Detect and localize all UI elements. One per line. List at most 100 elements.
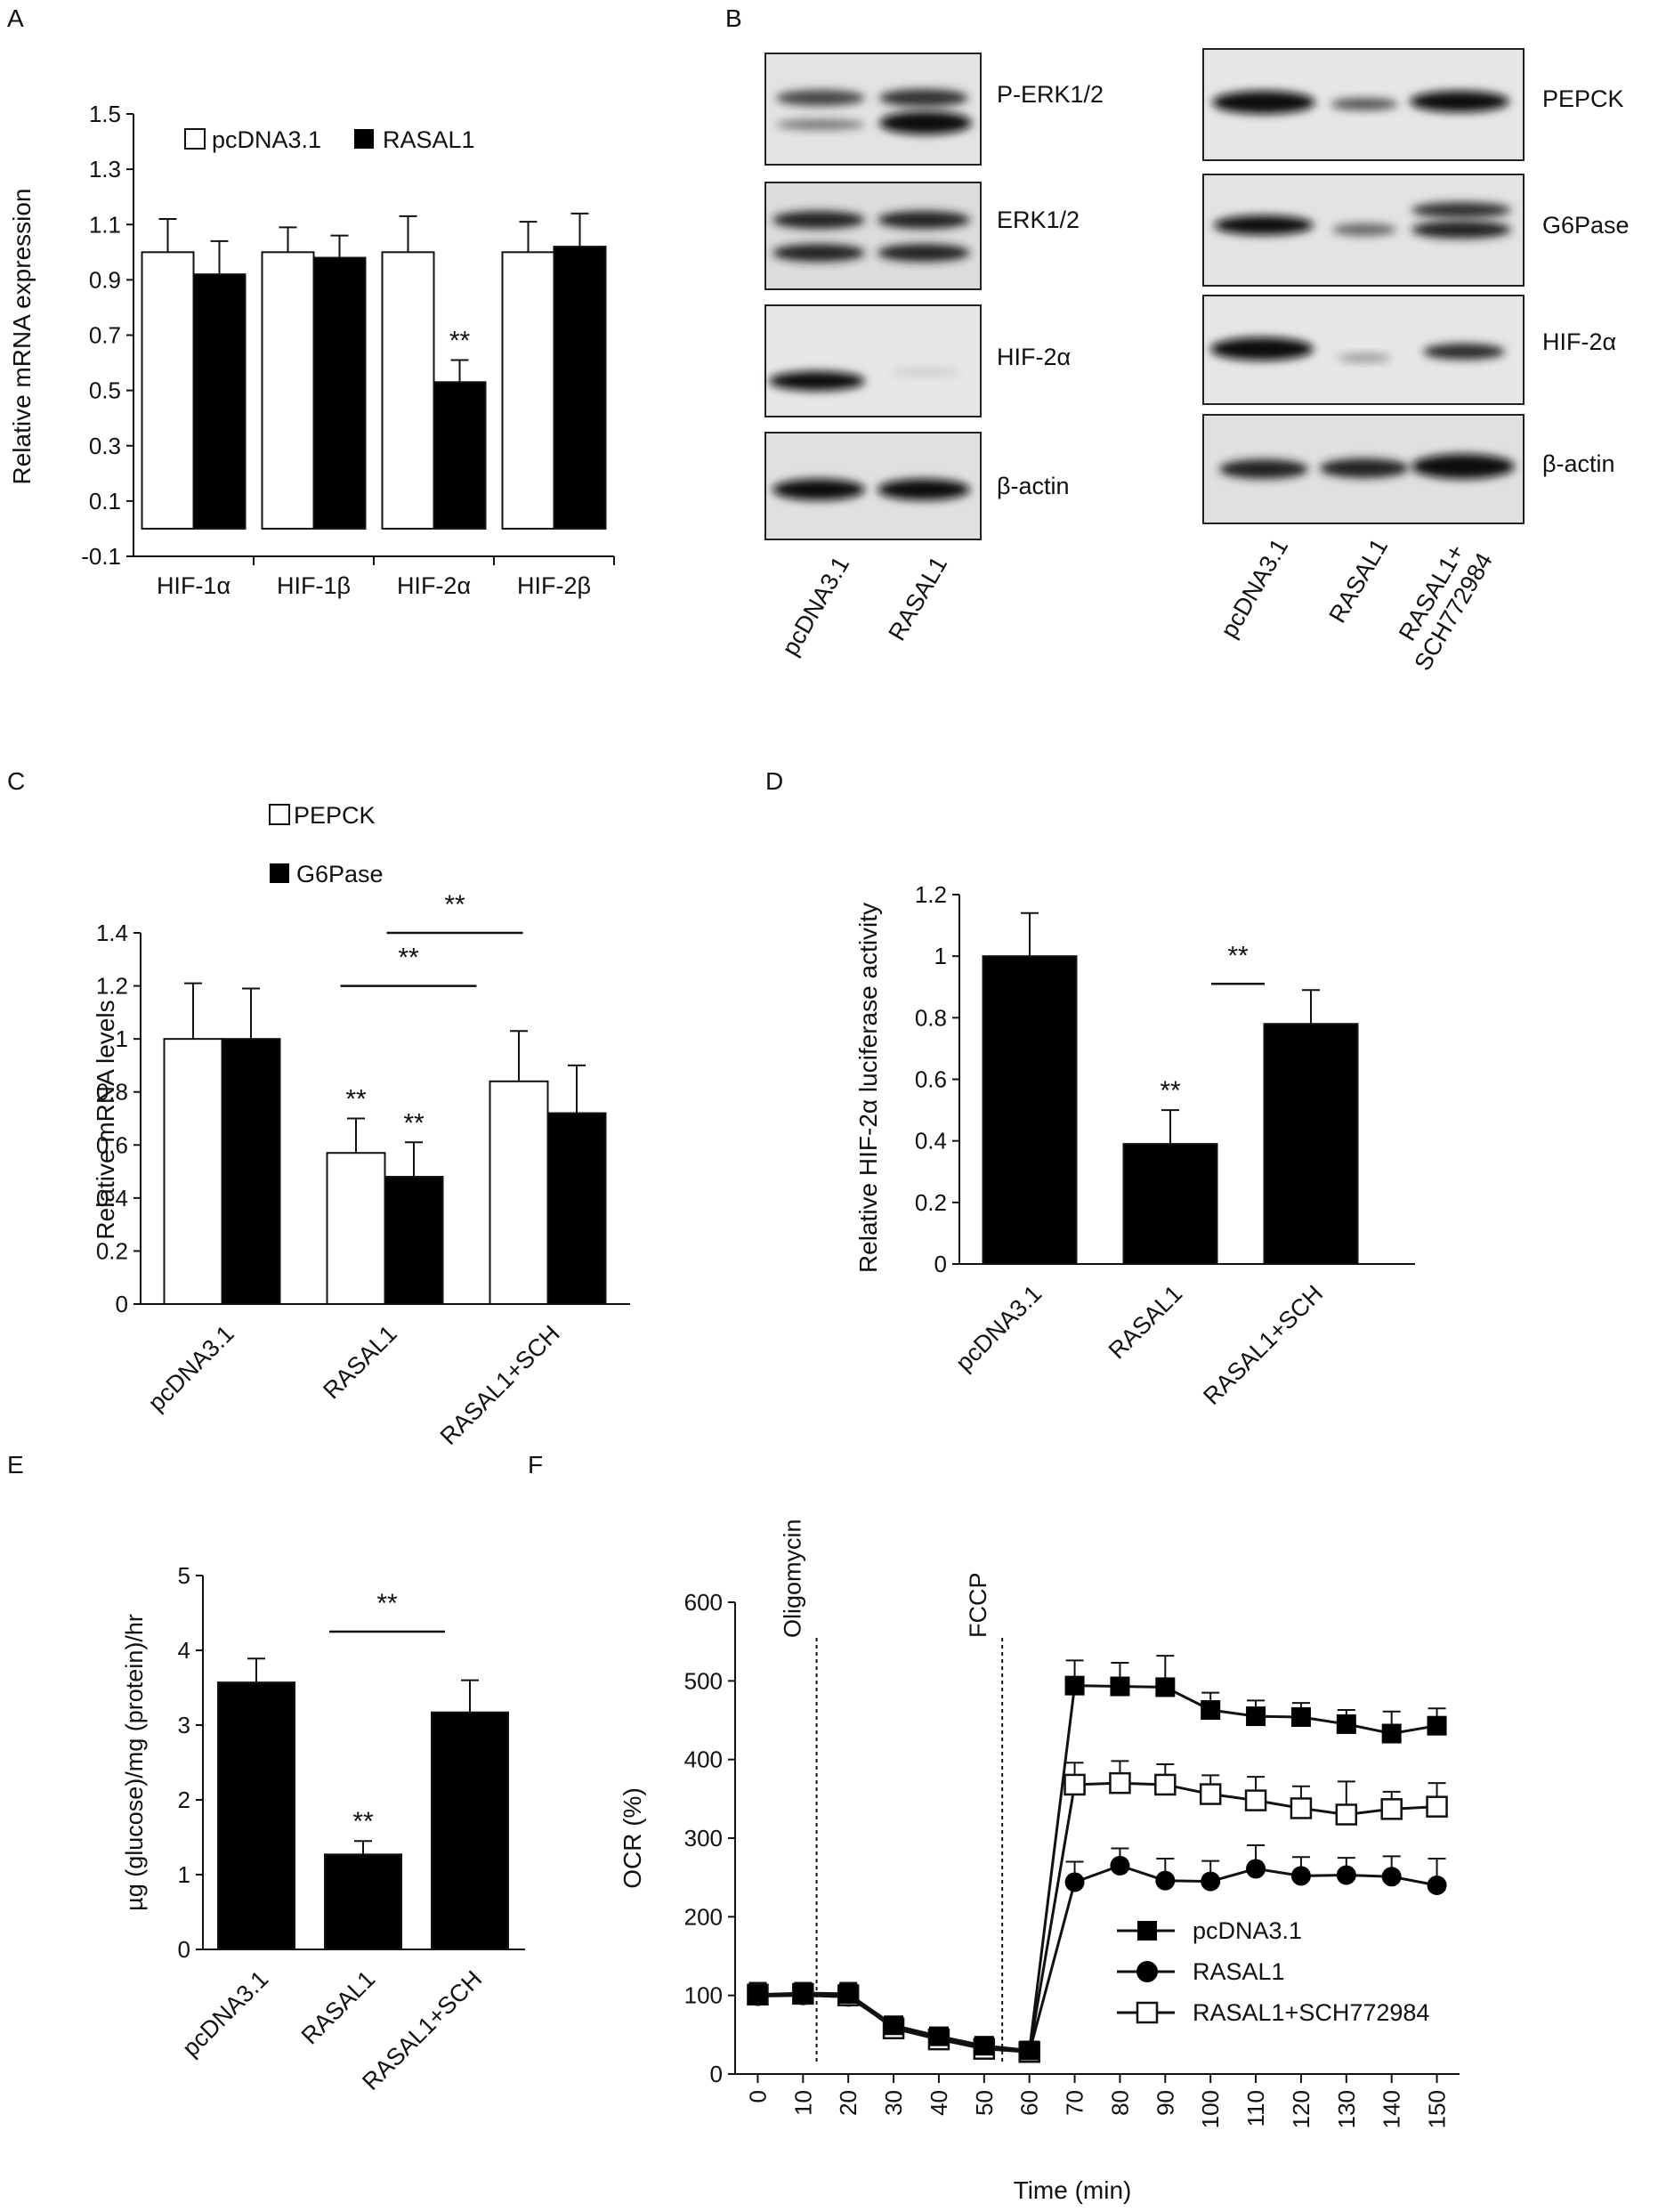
data-point (748, 1984, 768, 2005)
chart-panel-c: 1.4 1.2 1 0.8 0.6 0.4 0.2 0 ** ** ** ** pcDNA3.1 RA… (92, 802, 630, 1450)
y-tick-label: 300 (684, 1825, 723, 1851)
data-point (1427, 1876, 1447, 1895)
data-point (1290, 1797, 1313, 1819)
legend-label: pcDNA3.1 (1193, 1917, 1302, 1944)
legend-label: pcDNA3.1 (212, 126, 321, 153)
x-tick-label: 90 (1152, 2090, 1178, 2116)
bar (192, 273, 247, 530)
data-point (884, 2015, 904, 2036)
x-tick-label: RASAL1 (296, 1965, 380, 2049)
data-point (1380, 1798, 1403, 1820)
y-tick-label: 1.2 (96, 973, 128, 1000)
x-tick-label: 130 (1333, 2090, 1360, 2128)
bar (982, 955, 1078, 1265)
data-point (1335, 1803, 1358, 1826)
blot-band-label: β-actin (997, 473, 1070, 499)
legend: pcDNA3.1 RASAL1 RASAL1+SCH772984 (1117, 1917, 1429, 2026)
legend-label: RASAL1+SCH772984 (1193, 1999, 1429, 2026)
y-tick-label: 4 (178, 1637, 190, 1664)
blot-band-label: PEPCK (1542, 85, 1624, 112)
blot-band-label: β-actin (1542, 450, 1615, 477)
x-tick-label: 40 (926, 2090, 952, 2116)
y-tick-label: 3 (178, 1712, 190, 1738)
significance-mark: ** (345, 1085, 367, 1114)
x-tick-label: 140 (1379, 2090, 1405, 2128)
blot-strip (764, 304, 982, 417)
significance-mark: ** (403, 1108, 425, 1138)
y-tick-label: 0.4 (96, 1185, 128, 1211)
x-tick-label: 120 (1288, 2090, 1314, 2128)
y-tick-label: 1.4 (96, 920, 128, 946)
chart-panel-d: 1.2 1 0.8 0.6 0.4 0.2 0 ** ** pcDNA3.1 RASAL1 RAS… (854, 881, 1415, 1410)
x-tick-label: 0 (744, 2090, 771, 2103)
data-point (974, 2036, 994, 2056)
y-tick-label: 0.1 (89, 488, 121, 515)
x-tick-label: pcDNA3.1 (143, 1320, 239, 1416)
blot-lane-label: RASAL1 (883, 552, 952, 645)
bar (381, 251, 435, 530)
significance-mark: ** (376, 1589, 398, 1618)
bar (489, 1080, 549, 1306)
blot-band-label: HIF-2α (997, 344, 1071, 370)
blot-band-label: ERK1/2 (997, 207, 1080, 233)
blot-strip (764, 182, 982, 290)
data-point (1381, 1867, 1402, 1887)
y-tick-label: 1.5 (89, 101, 121, 127)
chart-panel-a: 1.5 1.3 1.1 0.9 0.7 0.5 0.3 0.1 -0.1 ** HIF-1α HI… (8, 101, 615, 599)
x-tick-label: 60 (1016, 2090, 1043, 2116)
data-point (1155, 1677, 1176, 1697)
bar (433, 381, 487, 530)
y-tick-label: 0.7 (89, 322, 121, 349)
data-point (1336, 1865, 1356, 1885)
data-point (793, 1983, 813, 2004)
blot-lane-label: RASAL1 (1323, 534, 1393, 628)
panel-letter-f: F (528, 1451, 543, 1479)
data-point (1110, 1855, 1130, 1876)
data-point (1155, 1870, 1176, 1891)
x-axis-label: Time (min) (1014, 2176, 1132, 2204)
x-tick-label: pcDNA3.1 (177, 1965, 273, 2062)
legend-label: PEPCK (294, 802, 376, 829)
x-tick-label: 110 (1242, 2090, 1269, 2127)
data-point (1019, 2040, 1039, 2061)
data-point (1064, 1872, 1085, 1892)
x-tick-label: 150 (1424, 2090, 1451, 2128)
y-tick-label: 0.2 (96, 1237, 128, 1264)
data-point (1109, 1771, 1131, 1795)
blot-panel-left: P-ERK1/2 ERK1/2 HIF-2α β-actin pcDNA3.1 … (764, 53, 1104, 660)
y-tick-label: 0 (934, 1251, 947, 1277)
y-tick-label: -0.1 (81, 543, 121, 570)
x-tick-label: HIF-2α (397, 572, 471, 599)
significance-mark: ** (1227, 941, 1249, 970)
legend-marker-filled-square (1137, 1921, 1157, 1941)
x-tick-label: 10 (789, 2090, 816, 2116)
bar (163, 1038, 223, 1305)
data-point (1246, 1706, 1266, 1727)
x-tick-label: 50 (971, 2090, 998, 2116)
x-tick-label: pcDNA3.1 (950, 1280, 1047, 1376)
bar (141, 251, 195, 530)
y-tick-label: 1.1 (89, 211, 121, 238)
blot-lane-label: pcDNA3.1 (1216, 534, 1294, 643)
x-tick-label: 80 (1106, 2090, 1133, 2116)
y-tick-label: 0.6 (96, 1131, 128, 1158)
significance-mark: ** (1160, 1076, 1181, 1106)
legend-swatch-g6pase (270, 863, 289, 883)
y-tick-label: 2 (178, 1787, 190, 1813)
y-tick-label: 1 (934, 943, 947, 969)
chart-panel-f: 600 500 400 300 200 100 0 Oligomycin FCCP 0 10 20… (619, 1519, 1460, 2204)
legend-label: G6Pase (296, 861, 384, 887)
data-point (1290, 1706, 1311, 1727)
panel-letter-b: B (725, 4, 742, 32)
data-point (838, 1983, 859, 2004)
legend: PEPCK G6Pase (269, 802, 384, 887)
series-line (757, 1781, 1437, 2054)
y-axis-label: µg (glucose)/mg (protein)/hr (121, 1614, 148, 1911)
blot-band-label: P-ERK1/2 (997, 81, 1104, 108)
data-point (1199, 1783, 1222, 1805)
x-tick-label: RASAL1 (318, 1320, 401, 1404)
bar (1122, 1143, 1218, 1265)
y-axis-label: Relative mRNA levels (92, 1000, 119, 1239)
bar (546, 1112, 607, 1305)
bar (1263, 1023, 1359, 1265)
